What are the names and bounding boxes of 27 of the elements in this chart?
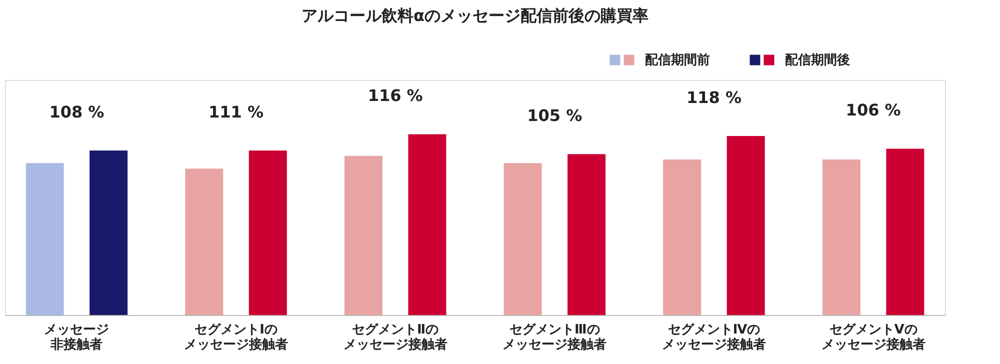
text: 116 % <box>368 86 423 106</box>
x-tick-label: セグメントⅢのメッセージ接触者 <box>502 322 607 352</box>
x-tick-label: セグメントⅠのメッセージ接触者 <box>184 322 288 352</box>
bar <box>822 160 860 315</box>
bar <box>663 160 702 315</box>
x-tick-label: メッセージ非接触者 <box>44 322 110 352</box>
bar <box>504 163 542 315</box>
bar <box>90 150 128 315</box>
chart-title: アルコール飲料αのメッセージ配信前後の購買率 <box>302 6 648 25</box>
text: 118 % <box>686 88 742 108</box>
bar <box>408 134 446 315</box>
x-tick-label: セグメントⅤのメッセージ接触者 <box>821 322 926 352</box>
text: 111 % <box>208 102 264 122</box>
x-tick-label: セグメントⅣのメッセージ接触者 <box>662 322 766 352</box>
text: 105 % <box>527 106 582 126</box>
bar <box>185 168 224 315</box>
text: 108 % <box>49 102 104 122</box>
bar <box>26 163 64 315</box>
bar <box>248 150 287 315</box>
bar <box>726 136 765 315</box>
bar <box>344 156 382 315</box>
legend-label: 配信期間後 <box>785 52 850 68</box>
text: 106 % <box>846 100 901 120</box>
legend-label: 配信期間前 <box>645 53 710 68</box>
bar <box>886 148 924 315</box>
x-tick-label: セグメントⅡのメッセージ接触者 <box>343 322 448 352</box>
bar <box>568 154 606 315</box>
